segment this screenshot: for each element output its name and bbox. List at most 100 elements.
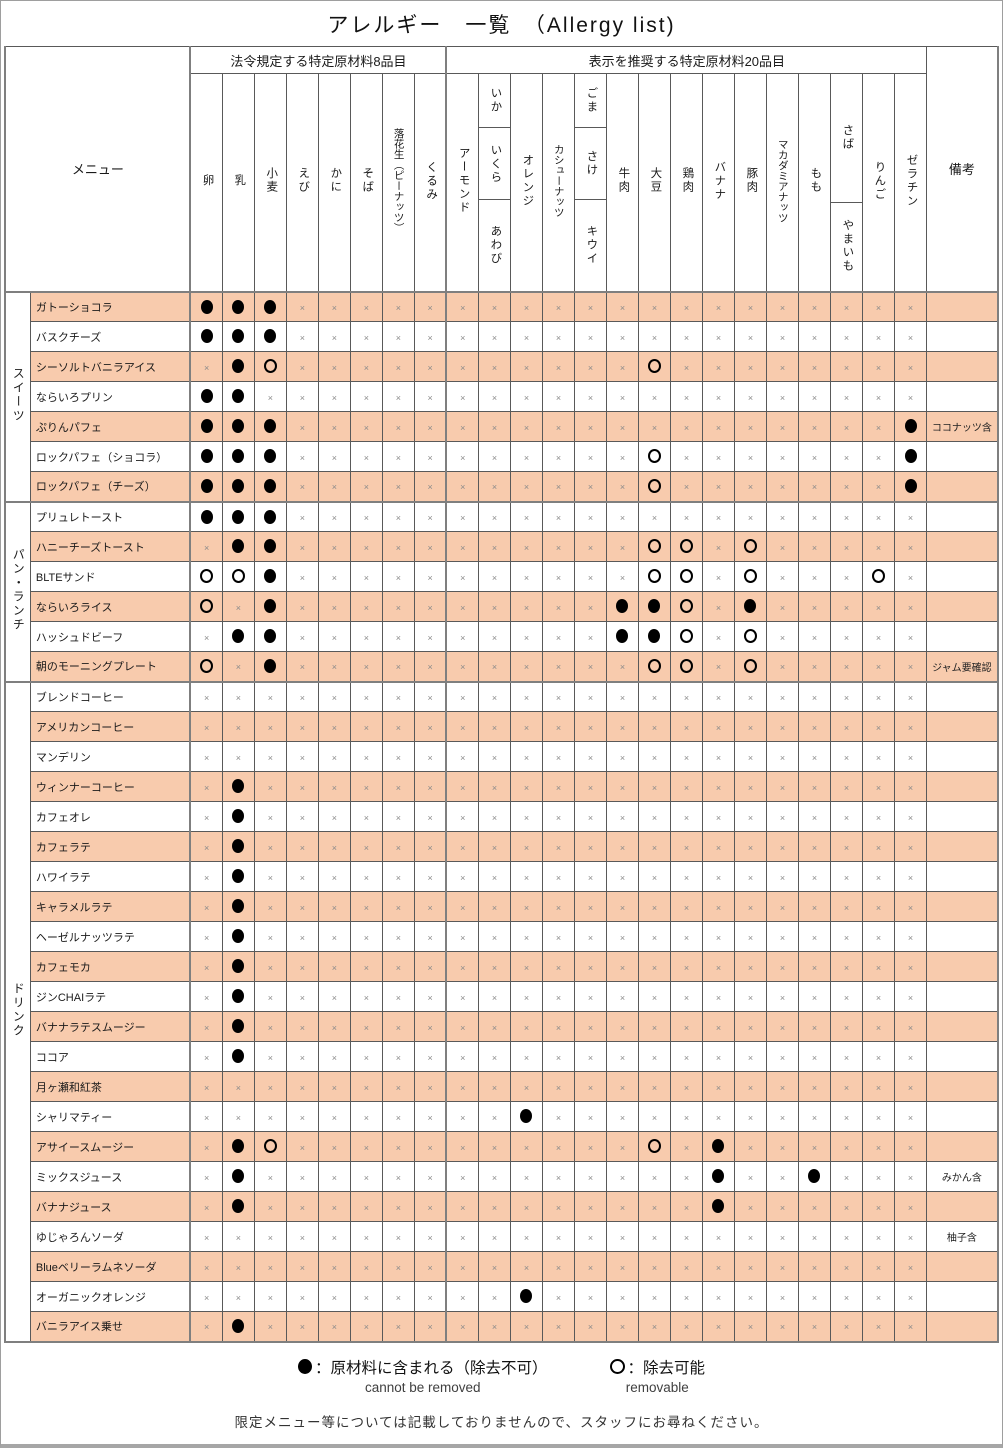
none-mark-icon: × <box>299 752 305 763</box>
none-mark-icon: × <box>363 752 369 763</box>
none-mark-icon: × <box>555 812 562 823</box>
none-mark-icon: × <box>619 512 626 523</box>
mark-cell-none: × <box>765 1161 799 1192</box>
none-mark-icon: × <box>331 932 337 943</box>
none-mark-icon: × <box>907 902 914 913</box>
mark-cell-none: × <box>541 1011 575 1042</box>
none-mark-icon: × <box>587 1082 594 1093</box>
none-mark-icon: × <box>523 992 530 1003</box>
mark-cell-none: × <box>221 651 255 682</box>
none-mark-icon: × <box>683 782 690 793</box>
mark-cell-none: × <box>701 621 735 652</box>
contained-mark-icon <box>712 1139 725 1154</box>
none-mark-icon: × <box>587 632 594 643</box>
none-mark-icon: × <box>619 302 626 313</box>
mark-cell-none: × <box>765 1011 799 1042</box>
none-mark-icon: × <box>715 662 722 673</box>
none-mark-icon: × <box>811 1112 818 1123</box>
mark-cell-none: × <box>189 1251 223 1282</box>
mark-cell-none: × <box>669 1221 703 1252</box>
mark-cell-none: × <box>253 891 287 922</box>
mark-cell-none: × <box>893 1071 928 1102</box>
none-mark-icon: × <box>619 1292 626 1303</box>
remark-cell <box>926 531 999 562</box>
mark-cell-none: × <box>541 951 575 982</box>
none-mark-icon: × <box>491 1172 498 1183</box>
none-mark-icon: × <box>203 1202 210 1213</box>
mark-cell-none: × <box>541 471 575 502</box>
none-mark-icon: × <box>395 482 401 493</box>
none-mark-icon: × <box>203 1082 210 1093</box>
none-mark-icon: × <box>619 1262 626 1273</box>
allergen-header-label: 大豆 <box>649 167 662 195</box>
menu-cell: カフェオレ <box>29 801 192 832</box>
none-mark-icon: × <box>747 362 754 373</box>
none-mark-icon: × <box>619 392 626 403</box>
mark-cell-contained <box>253 531 287 562</box>
mark-cell-none: × <box>413 411 448 442</box>
none-mark-icon: × <box>363 1322 369 1333</box>
none-mark-icon: × <box>523 932 530 943</box>
mark-cell-none: × <box>477 981 511 1012</box>
mark-cell-none: × <box>637 1281 671 1312</box>
mark-cell-none: × <box>861 591 895 622</box>
mark-cell-none: × <box>445 861 479 892</box>
none-mark-icon: × <box>363 932 369 943</box>
none-mark-icon: × <box>843 842 850 853</box>
mark-cell-none: × <box>701 1221 735 1252</box>
none-mark-icon: × <box>299 662 305 673</box>
mark-cell-none: × <box>477 861 511 892</box>
none-mark-icon: × <box>427 752 433 763</box>
none-mark-icon: × <box>907 1232 914 1243</box>
none-mark-icon: × <box>460 1322 466 1333</box>
mark-cell-none: × <box>637 1311 671 1343</box>
allergen-header-segment: ごま <box>575 74 606 127</box>
none-mark-icon: × <box>395 722 401 733</box>
mark-cell-none: × <box>413 711 448 742</box>
mark-cell-none: × <box>349 1161 383 1192</box>
none-mark-icon: × <box>523 1052 530 1063</box>
mark-cell-none: × <box>893 651 928 682</box>
none-mark-icon: × <box>203 872 210 883</box>
none-mark-icon: × <box>907 962 914 973</box>
contained-mark-icon <box>264 629 277 644</box>
mark-cell-none: × <box>829 621 863 652</box>
none-mark-icon: × <box>843 602 850 613</box>
none-mark-icon: × <box>267 1232 273 1243</box>
contained-mark-icon <box>232 779 245 794</box>
mark-cell-none: × <box>605 411 639 442</box>
none-mark-icon: × <box>331 632 337 643</box>
none-mark-icon: × <box>779 932 786 943</box>
mark-cell-none: × <box>605 891 639 922</box>
menu-cell: Blueベリーラムネソーダ <box>29 1251 192 1282</box>
none-mark-icon: × <box>747 842 754 853</box>
mark-cell-none: × <box>445 321 479 352</box>
none-mark-icon: × <box>651 1292 658 1303</box>
mark-cell-none: × <box>253 1281 287 1312</box>
mark-cell-none: × <box>573 500 607 532</box>
none-mark-icon: × <box>331 1142 337 1153</box>
mark-cell-none: × <box>797 1191 831 1222</box>
mark-cell-none: × <box>701 1101 735 1132</box>
none-mark-icon: × <box>555 1082 562 1093</box>
mark-cell-none: × <box>349 290 383 322</box>
page-title: アレルギー 一覧 （Allergy list) <box>327 13 676 37</box>
mark-cell-none: × <box>701 1281 735 1312</box>
none-mark-icon: × <box>843 1322 850 1333</box>
allergen-header-label: ごま <box>585 87 598 115</box>
mark-cell-none: × <box>445 1041 479 1072</box>
mark-cell-none: × <box>253 951 287 982</box>
none-mark-icon: × <box>811 692 818 703</box>
none-mark-icon: × <box>331 812 337 823</box>
none-mark-icon: × <box>555 752 562 763</box>
mark-cell-none: × <box>477 591 511 622</box>
remark-cell <box>926 921 999 952</box>
none-mark-icon: × <box>427 1232 433 1243</box>
none-mark-icon: × <box>203 992 210 1003</box>
mark-cell-none: × <box>765 771 799 802</box>
none-mark-icon: × <box>523 842 530 853</box>
contained-mark-icon <box>520 1109 533 1124</box>
mark-cell-none: × <box>701 531 735 562</box>
none-mark-icon: × <box>779 452 786 463</box>
none-mark-icon: × <box>395 632 401 643</box>
